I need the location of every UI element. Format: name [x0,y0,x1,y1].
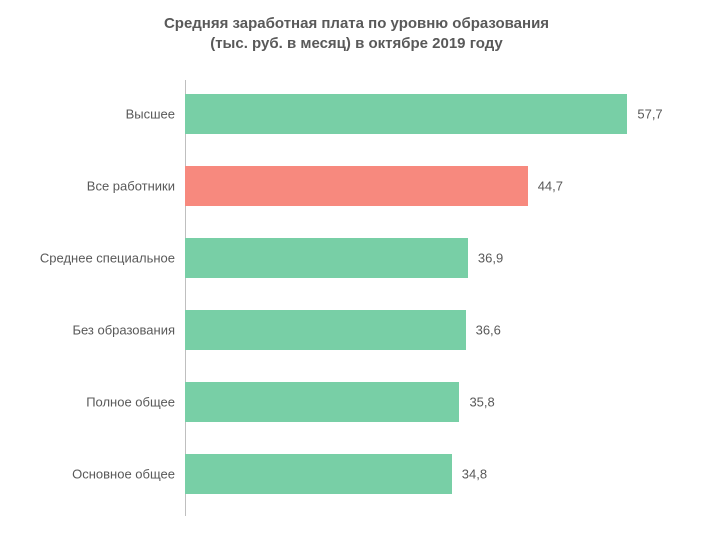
bar: 36,6 [185,310,466,350]
bar-row: Полное общее35,8 [185,382,645,422]
bar: 34,8 [185,454,452,494]
value-label: 34,8 [452,467,487,482]
bar-row: Без образования36,6 [185,310,645,350]
category-label: Полное общее [86,395,185,410]
category-label: Среднее специальное [40,251,185,266]
bar-row: Среднее специальное36,9 [185,238,645,278]
bar-row: Высшее57,7 [185,94,645,134]
chart-title-line1: Средняя заработная плата по уровню образ… [164,15,549,32]
value-label: 35,8 [459,395,494,410]
chart-title: Средняя заработная плата по уровню образ… [0,0,713,55]
category-label: Все работники [87,179,185,194]
salary-by-education-chart: Средняя заработная плата по уровню образ… [0,0,713,534]
category-label: Без образования [72,323,185,338]
chart-title-line2: (тыс. руб. в месяц) в октябре 2019 году [210,35,503,52]
bar: 44,7 [185,166,528,206]
bar-row: Основное общее34,8 [185,454,645,494]
category-label: Основное общее [72,467,185,482]
value-label: 57,7 [627,107,662,122]
bar: 35,8 [185,382,459,422]
category-label: Высшее [126,107,185,122]
value-label: 36,6 [466,323,501,338]
y-axis-line [185,80,186,516]
bar: 57,7 [185,94,627,134]
bar-row: Все работники44,7 [185,166,645,206]
value-label: 44,7 [528,179,563,194]
value-label: 36,9 [468,251,503,266]
plot-area: Высшее57,7 Все работники44,7 Среднее специ… [185,80,645,516]
bar: 36,9 [185,238,468,278]
